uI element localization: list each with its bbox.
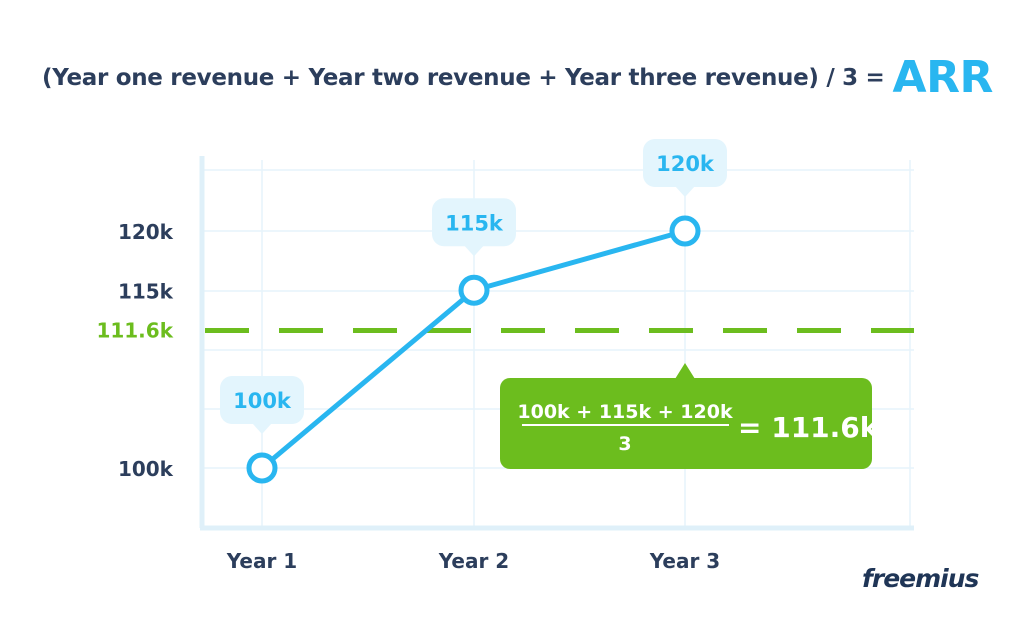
data-point (246, 452, 278, 484)
formula-text: (Year one revenue + Year two revenue + Y… (42, 64, 885, 91)
data-point (458, 274, 490, 306)
formula-box-pointer (675, 363, 695, 379)
average-tick-label: 111.6k (96, 319, 173, 343)
point-callout-box (220, 376, 304, 424)
x-tick-label: Year 3 (649, 549, 720, 573)
point-callout-pointer (464, 245, 484, 257)
point-callout: 120k (643, 139, 727, 197)
y-tick-label: 120k (118, 220, 174, 244)
formula-box-bg (500, 378, 872, 469)
point-callout-pointer (675, 186, 695, 197)
formula-result: = 111.6k (738, 411, 880, 444)
y-tick-label: 100k (118, 457, 174, 481)
freemius-logo: freemius (862, 564, 979, 593)
point-callout-pointer (252, 423, 272, 434)
x-tick-label: Year 1 (226, 549, 297, 573)
formula-heading: (Year one revenue + Year two revenue + Y… (42, 52, 993, 103)
data-label: 115k (445, 211, 504, 235)
formula-numerator: 100k + 115k + 120k (517, 401, 733, 423)
point-callout-box (643, 139, 727, 187)
point-callout: 100k (220, 376, 304, 434)
formula-denominator: 3 (618, 433, 631, 455)
point-callout-box (432, 198, 516, 247)
data-point (669, 215, 701, 247)
point-callout: 115k (432, 198, 516, 257)
formula-result-arr: ARR (892, 52, 994, 103)
x-tick-label: Year 2 (438, 549, 509, 573)
logo-text: freemius (862, 564, 979, 593)
average-formula-box: 100k + 115k + 120k 3 = 111.6k (500, 363, 880, 469)
data-label: 100k (233, 389, 292, 413)
y-tick-label: 115k (118, 279, 174, 303)
data-label: 120k (656, 152, 715, 176)
